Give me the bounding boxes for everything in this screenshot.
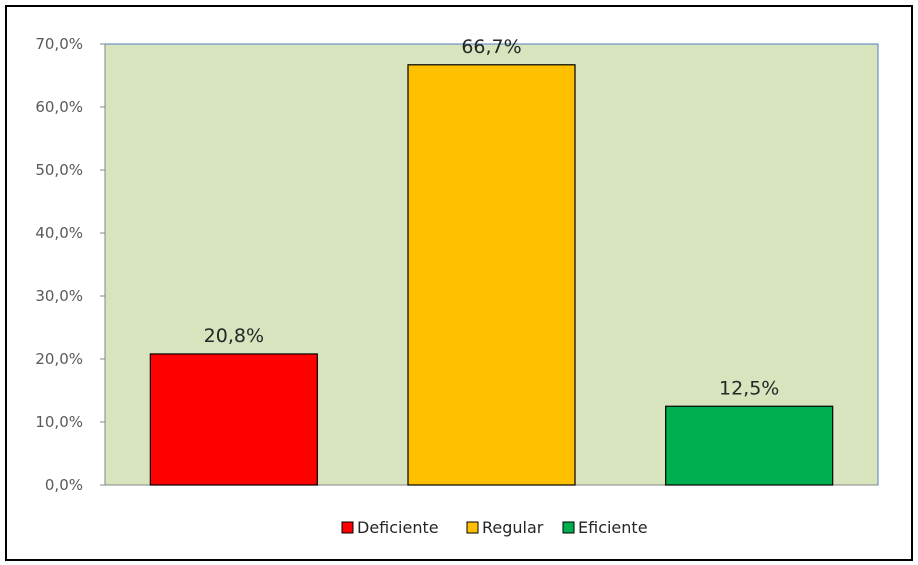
bar-regular bbox=[407, 64, 576, 486]
legend-label: Deficiente bbox=[357, 518, 439, 537]
y-tick-label: 20,0% bbox=[35, 350, 83, 368]
legend-label: Eficiente bbox=[578, 518, 648, 537]
y-tick-label: 0,0% bbox=[45, 476, 83, 494]
legend-swatch bbox=[341, 521, 354, 534]
data-label: 66,7% bbox=[461, 36, 521, 58]
data-label: 12,5% bbox=[719, 377, 779, 399]
y-tick-label: 70,0% bbox=[35, 35, 83, 53]
y-tick-label: 30,0% bbox=[35, 287, 83, 305]
legend-swatch bbox=[466, 521, 479, 534]
legend-swatch bbox=[562, 521, 575, 534]
y-tick-label: 50,0% bbox=[35, 161, 83, 179]
bar-deficiente bbox=[149, 353, 318, 486]
y-tick-label: 10,0% bbox=[35, 413, 83, 431]
legend-label: Regular bbox=[482, 518, 544, 537]
y-tick-label: 60,0% bbox=[35, 98, 83, 116]
data-label: 20,8% bbox=[204, 325, 264, 347]
bar-eficiente bbox=[665, 405, 834, 486]
y-tick-label: 40,0% bbox=[35, 224, 83, 242]
